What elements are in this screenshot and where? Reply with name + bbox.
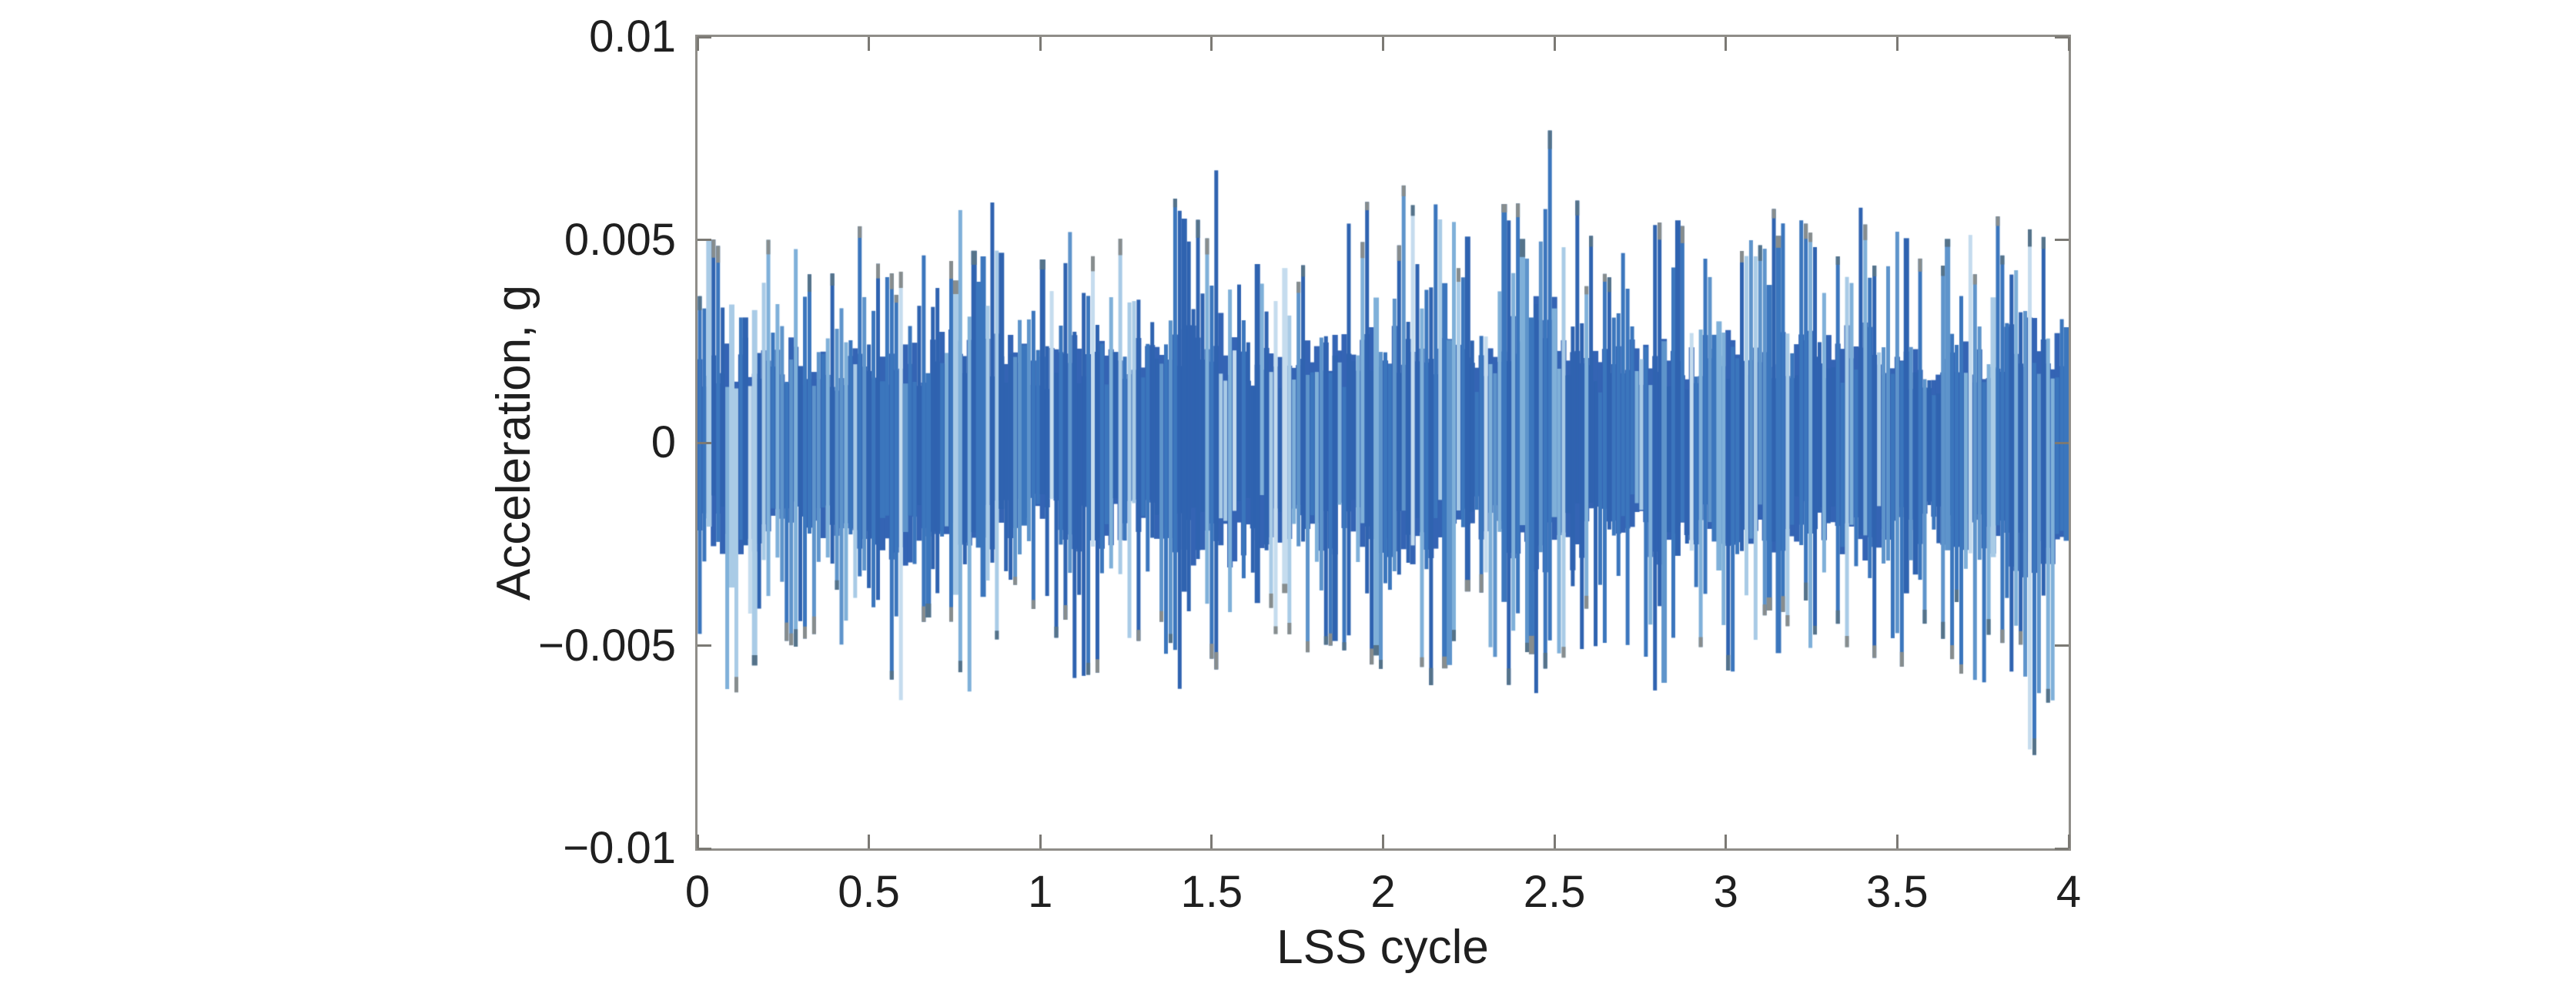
y-axis-title: Acceleration, g <box>487 284 540 601</box>
y-tick <box>2055 644 2069 647</box>
x-tick-label: 2 <box>1370 867 1396 917</box>
x-tick <box>1039 835 1042 848</box>
y-tick-label: 0.005 <box>564 214 676 265</box>
x-tick <box>1553 37 1556 51</box>
x-tick-label: 1.5 <box>1180 867 1243 917</box>
y-tick <box>698 441 711 444</box>
x-tick <box>1725 37 1728 51</box>
x-tick-label: 1 <box>1028 867 1053 917</box>
x-tick <box>868 37 871 51</box>
x-tick-label: 3 <box>1713 867 1738 917</box>
y-tick <box>2055 35 2069 38</box>
y-tick-label: 0.01 <box>589 12 676 62</box>
plot-area <box>695 35 2071 851</box>
y-tick-label: −0.005 <box>537 620 676 671</box>
x-tick <box>1210 37 1213 51</box>
x-tick <box>1382 37 1384 51</box>
x-tick-label: 0 <box>684 867 711 917</box>
x-tick <box>2067 835 2070 848</box>
x-tick <box>1725 835 1728 848</box>
y-tick-label: −0.01 <box>563 823 676 873</box>
x-tick <box>1039 37 1042 51</box>
y-tick <box>2055 239 2069 241</box>
waveform-canvas <box>698 37 2069 848</box>
x-tick-label: 0.5 <box>838 867 900 917</box>
y-tick <box>698 35 711 38</box>
y-tick <box>2055 847 2069 850</box>
x-tick <box>696 37 699 51</box>
x-tick <box>1553 835 1556 848</box>
x-tick <box>1895 37 1899 51</box>
x-axis-title: LSS cycle <box>1276 920 1489 974</box>
x-tick <box>696 835 699 848</box>
x-tick <box>1895 835 1899 848</box>
y-tick <box>2055 441 2069 444</box>
y-tick <box>698 644 711 647</box>
y-tick <box>698 239 711 241</box>
x-tick <box>1210 835 1213 848</box>
y-tick-label: 0 <box>651 417 676 467</box>
x-tick-label: 3.5 <box>1866 867 1929 917</box>
y-tick <box>698 847 711 850</box>
x-tick <box>1382 835 1384 848</box>
x-tick-label: 2.5 <box>1523 867 1586 917</box>
x-tick <box>2067 37 2070 51</box>
x-tick-label: 4 <box>2056 867 2082 917</box>
x-tick <box>868 835 871 848</box>
